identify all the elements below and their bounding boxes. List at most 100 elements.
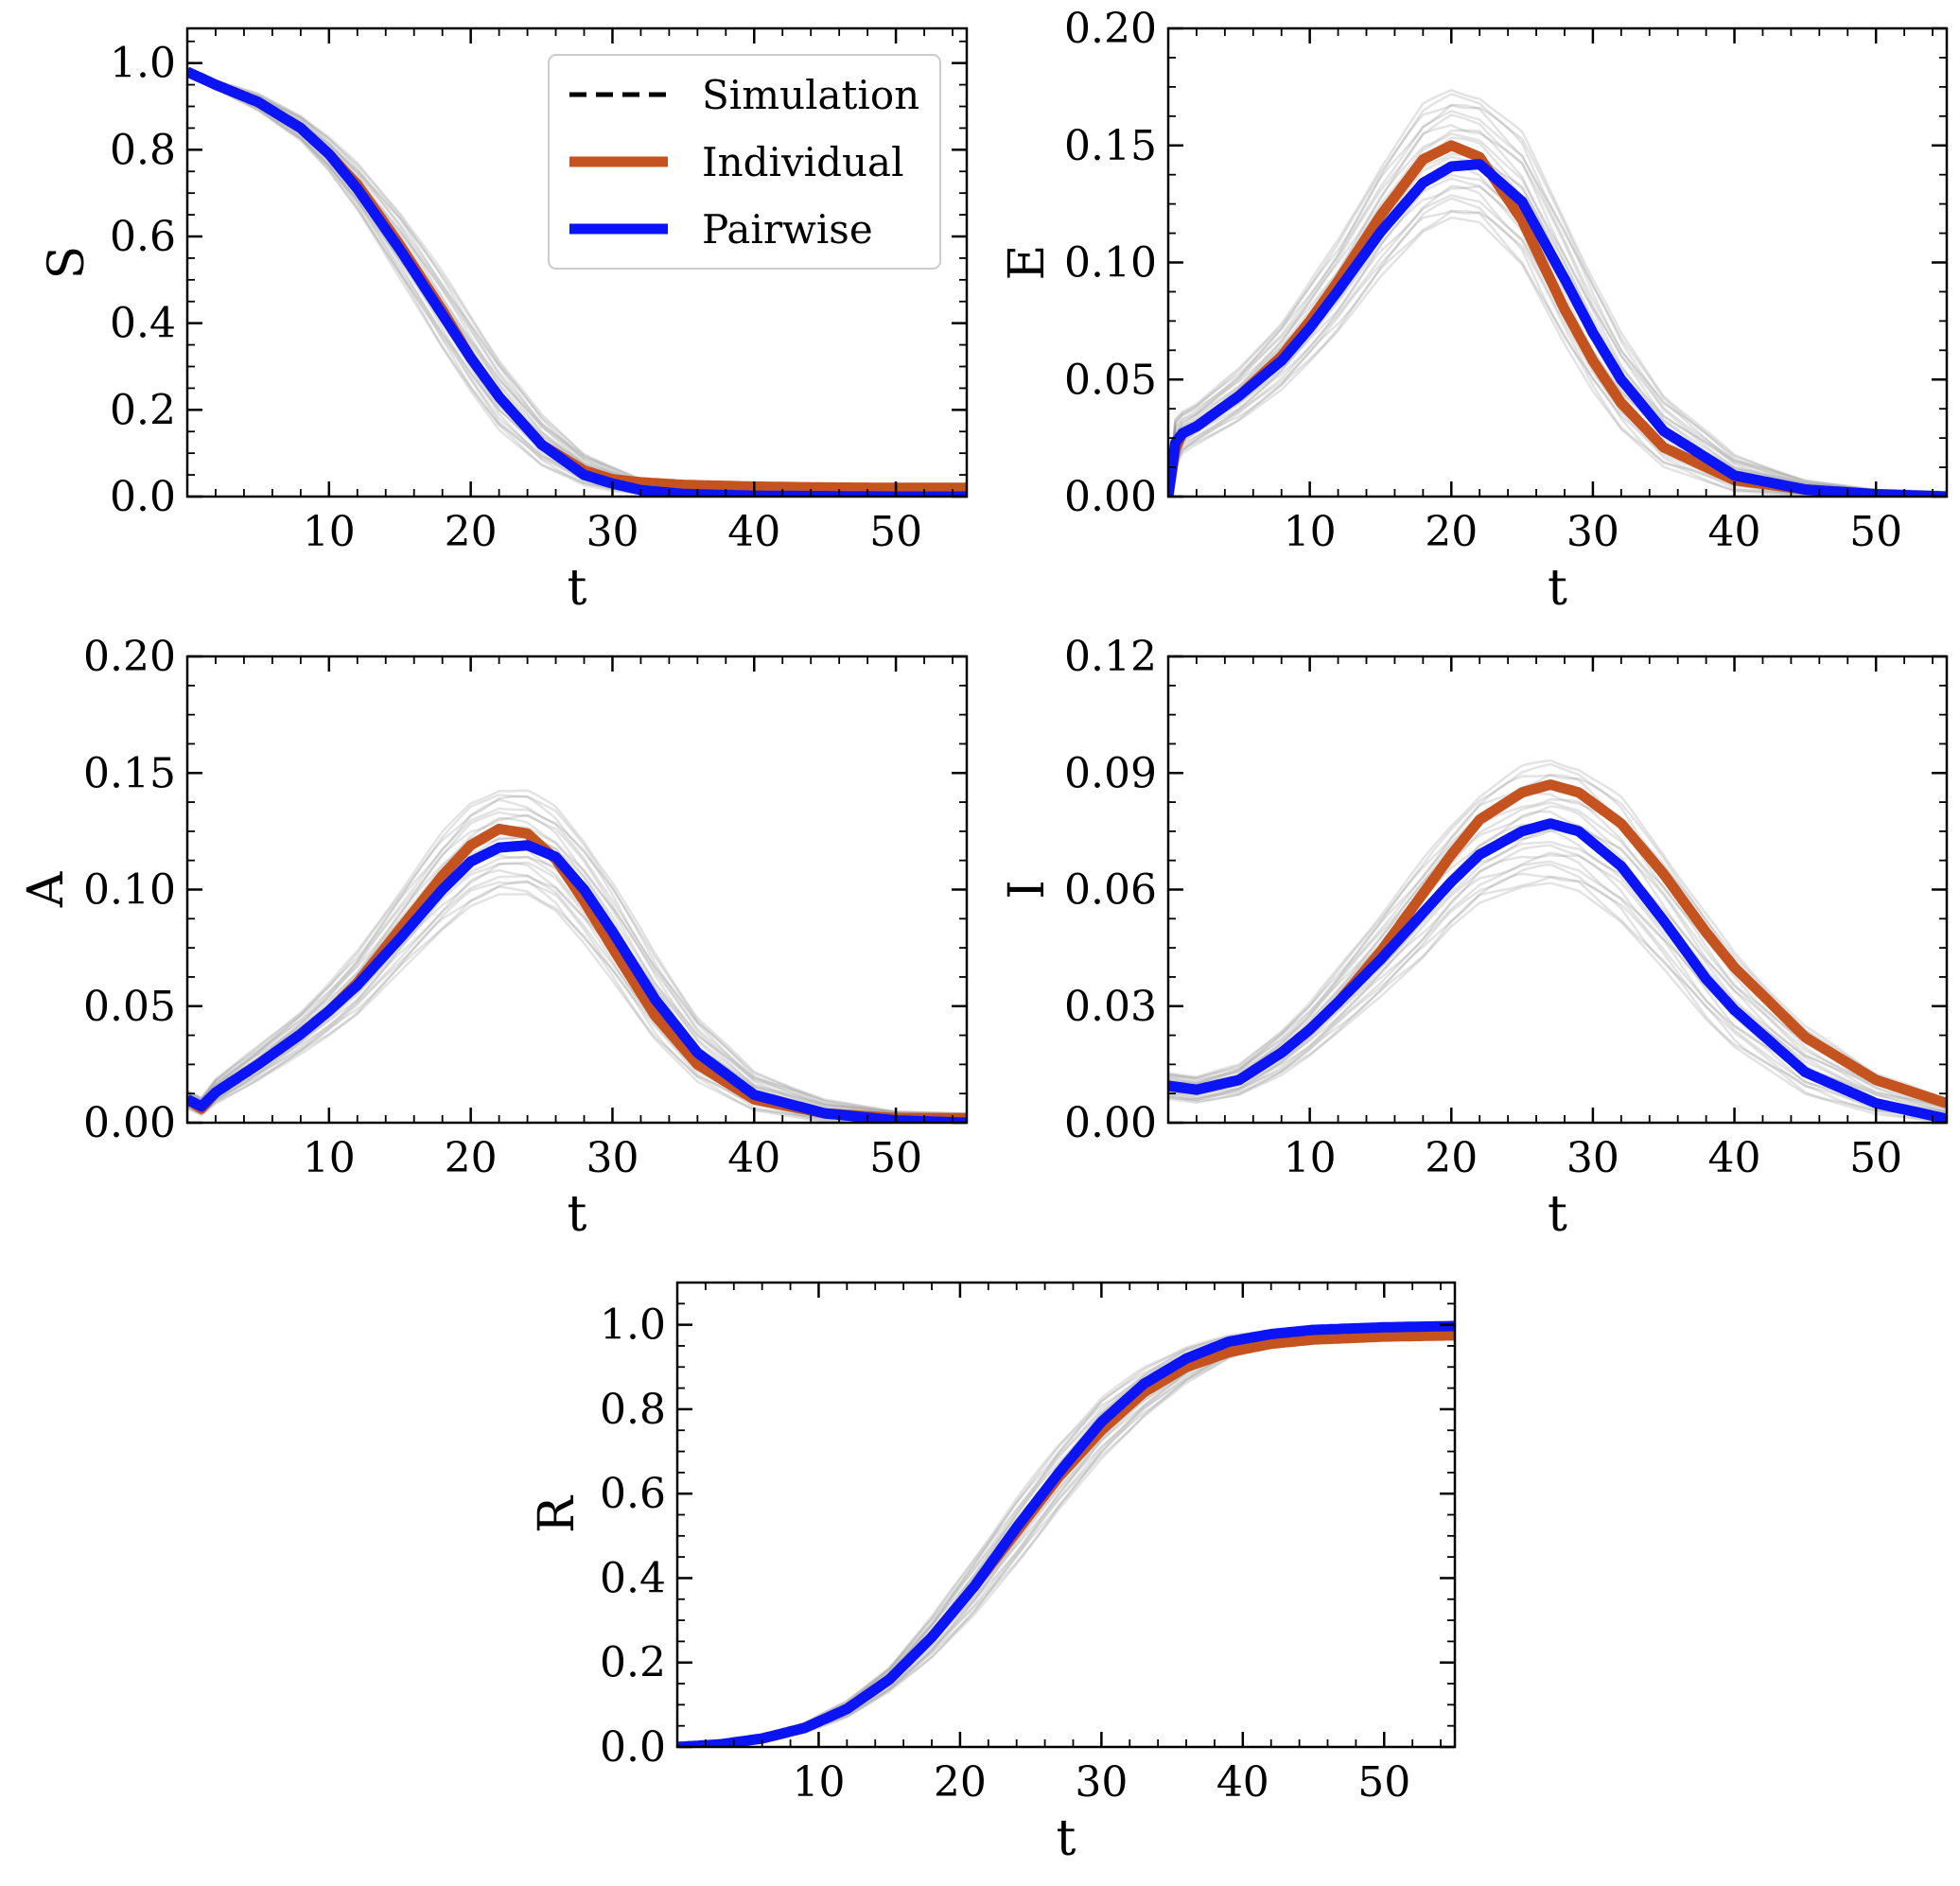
y-tick-label: 0.6	[600, 1470, 666, 1518]
y-tick-label: 1.0	[600, 1301, 666, 1350]
simulation-trajectory	[677, 1326, 1455, 1747]
y-tick-label: 0.06	[1064, 866, 1157, 915]
simulation-trajectory	[1168, 762, 1947, 1102]
simulation-trajectory	[677, 1325, 1455, 1747]
series-line-pairwise-i	[1168, 818, 1947, 1123]
simulation-trajectory	[677, 1324, 1455, 1747]
plot-area-i	[1168, 759, 1947, 1123]
x-tick-label: 40	[727, 508, 780, 556]
simulation-trajectory	[677, 1326, 1455, 1747]
y-axis-label-i: I	[999, 880, 1056, 899]
x-tick-label: 20	[1425, 1134, 1478, 1182]
x-tick-label: 40	[1708, 1134, 1761, 1182]
y-axis-label-e: E	[999, 245, 1056, 281]
x-tick-label: 50	[869, 508, 922, 556]
series-line-individual-a	[187, 823, 967, 1123]
x-axis-label-e: t	[1548, 560, 1567, 617]
simulation-trajectory	[187, 794, 967, 1115]
simulation-trajectory	[187, 789, 967, 1115]
simulation-trajectory	[677, 1323, 1455, 1747]
simulation-trajectory	[677, 1325, 1455, 1747]
y-tick-label: 0.12	[1064, 633, 1157, 681]
simulation-trajectory	[677, 1325, 1455, 1747]
simulation-trajectory	[1168, 88, 1947, 497]
x-tick-label: 10	[1284, 1134, 1337, 1182]
simulation-trajectory	[677, 1326, 1455, 1747]
y-tick-label: 0.2	[110, 386, 176, 434]
y-tick-label: 0.20	[83, 633, 176, 681]
simulation-trajectory	[187, 874, 967, 1123]
simulation-trajectory	[677, 1326, 1455, 1747]
simulation-trajectory	[1168, 103, 1947, 497]
simulation-trajectory	[677, 1326, 1455, 1747]
y-tick-label: 0.0	[110, 473, 176, 521]
simulation-trajectory	[1168, 876, 1947, 1123]
legend-label-pairwise: Pairwise	[702, 206, 873, 253]
simulation-trajectory	[1168, 860, 1947, 1120]
simulation-trajectory	[677, 1324, 1455, 1747]
x-tick-label: 20	[934, 1758, 987, 1807]
simulation-trajectory	[677, 1325, 1455, 1747]
x-axis-label-i: t	[1548, 1186, 1567, 1243]
x-tick-label: 30	[586, 508, 639, 556]
x-tick-label: 10	[303, 1134, 356, 1182]
simulation-trajectory	[677, 1325, 1455, 1747]
x-tick-label: 50	[1357, 1758, 1410, 1807]
x-tick-label: 50	[869, 1134, 922, 1182]
legend-label-individual: Individual	[702, 139, 904, 185]
x-tick-label: 40	[1216, 1758, 1269, 1807]
simulation-trajectory	[1168, 801, 1947, 1109]
panel-i: 10 20 30 40 50 0.00 0.03 0.06 0.09 0.12 t I	[999, 633, 1949, 1243]
x-tick-label: 30	[1566, 1134, 1619, 1182]
simulation-trajectory	[187, 868, 967, 1123]
y-tick-label: 0.10	[1064, 239, 1157, 288]
x-axis-label-s: t	[568, 560, 587, 617]
legend: Simulation Individual Pairwise	[548, 54, 941, 270]
y-tick-label: 0.4	[110, 300, 176, 348]
simulation-trajectory	[677, 1324, 1455, 1747]
legend-box	[548, 54, 941, 270]
y-tick-label: 0.8	[600, 1386, 666, 1434]
x-tick-label: 30	[1075, 1758, 1128, 1807]
panel-e: 10 20 30 40 50 0.00 0.05 0.10 0.15 0.20 t E	[999, 5, 1949, 617]
y-tick-label: 0.20	[1064, 5, 1157, 53]
simulation-trajectory	[1168, 93, 1947, 497]
panel-a: 10 20 30 40 50 0.00 0.05 0.10 0.15 0.20 t A	[18, 633, 969, 1243]
x-tick-label: 30	[1566, 508, 1619, 556]
simulation-trajectory	[1168, 872, 1947, 1123]
plot-area-a	[187, 789, 967, 1123]
simulation-trajectory	[1168, 882, 1947, 1123]
y-tick-label: 0.05	[83, 983, 176, 1031]
panel-s: 10 20 30 40 50 0.0 0.2 0.4 0.6 0.8 1.0 t S Simulation…	[39, 26, 969, 617]
simulation-trajectory	[677, 1325, 1455, 1747]
simulation-trajectory	[1168, 103, 1947, 497]
y-tick-label: 1.0	[110, 40, 176, 88]
simulation-trajectory	[677, 1324, 1455, 1747]
y-axis-label-a: A	[18, 870, 75, 908]
simulation-trajectory	[677, 1324, 1455, 1747]
x-tick-label: 40	[1708, 508, 1761, 556]
simulation-trajectory	[187, 811, 967, 1117]
x-tick-label: 40	[727, 1134, 780, 1182]
simulation-trajectory	[187, 813, 967, 1118]
simulation-trajectory	[187, 798, 967, 1116]
simulation-trajectory	[677, 1324, 1455, 1747]
y-tick-label: 0.03	[1064, 983, 1157, 1031]
simulation-trajectory	[677, 1324, 1455, 1747]
x-axis-label-a: t	[568, 1186, 587, 1243]
y-tick-label: 0.09	[1064, 749, 1157, 797]
simulation-trajectory	[1168, 759, 1947, 1102]
plot-area-r	[677, 1320, 1455, 1747]
axes-frame-s	[185, 26, 969, 498]
plot-area-e	[1168, 88, 1947, 497]
simulation-trajectory	[187, 807, 967, 1117]
series-line-individual-r	[677, 1330, 1455, 1747]
x-tick-label: 20	[445, 1134, 498, 1182]
y-tick-label: 0.2	[600, 1639, 666, 1687]
simulation-trajectory	[677, 1324, 1455, 1747]
y-tick-label: 0.15	[1064, 122, 1157, 170]
simulation-trajectory	[677, 1325, 1455, 1747]
simulation-trajectory	[187, 880, 967, 1123]
x-tick-label: 50	[1849, 508, 1902, 556]
